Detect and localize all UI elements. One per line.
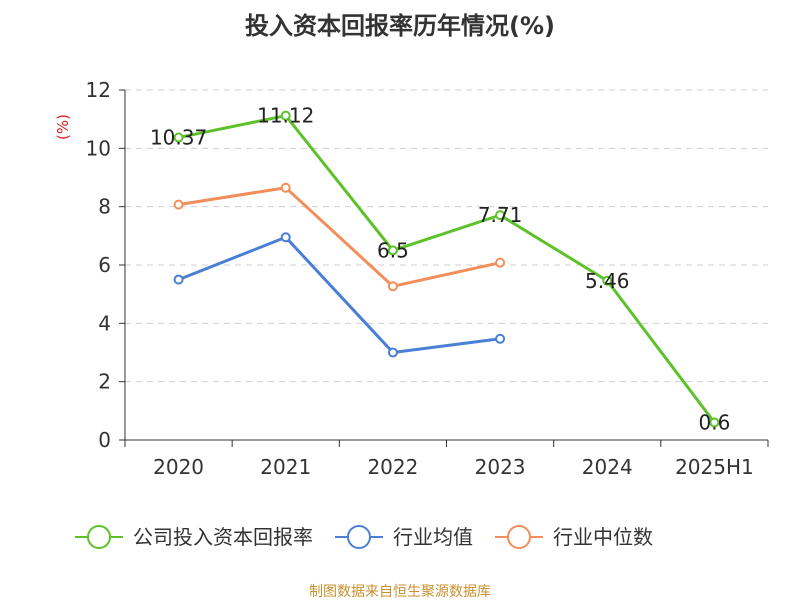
legend-label: 行业中位数 bbox=[553, 525, 653, 549]
x-tick-label: 2025H1 bbox=[675, 455, 754, 479]
data-point bbox=[709, 417, 720, 428]
grid-lines bbox=[125, 89, 768, 383]
series-2 bbox=[173, 182, 506, 292]
y-tick-label: 4 bbox=[98, 311, 111, 335]
series-line bbox=[178, 235, 501, 354]
data-label: 11.12 bbox=[257, 104, 314, 128]
legend: 公司投入资本回报率 行业均值 行业中位数 bbox=[75, 525, 653, 549]
y-tick-label: 10 bbox=[86, 136, 111, 160]
data-point bbox=[495, 257, 506, 268]
data-point bbox=[280, 110, 291, 121]
data-point bbox=[280, 232, 291, 243]
series-1 bbox=[173, 232, 506, 358]
data-point bbox=[387, 347, 398, 358]
series-group bbox=[173, 110, 720, 428]
x-tick-label: 2021 bbox=[260, 455, 311, 479]
y-axis-unit-label: (%) bbox=[54, 114, 72, 140]
data-point bbox=[173, 274, 184, 285]
series-line bbox=[178, 114, 716, 424]
data-label: 5.46 bbox=[585, 269, 630, 293]
legend-label: 行业均值 bbox=[393, 525, 473, 549]
legend-marker-icon bbox=[347, 525, 371, 549]
series-0 bbox=[173, 110, 720, 428]
data-label: 10.37 bbox=[150, 126, 207, 150]
data-point bbox=[173, 199, 184, 210]
legend-label: 公司投入资本回报率 bbox=[133, 525, 313, 549]
source-note: 制图数据来自恒生聚源数据库 bbox=[309, 584, 491, 600]
y-tick-label: 12 bbox=[86, 78, 111, 102]
data-label: 6.5 bbox=[377, 238, 409, 262]
y-tick-label: 6 bbox=[98, 253, 111, 277]
data-point bbox=[602, 275, 613, 286]
data-point bbox=[280, 182, 291, 193]
y-tick-label: 8 bbox=[98, 195, 111, 219]
legend-marker-icon bbox=[507, 525, 531, 549]
y-tick-label: 2 bbox=[98, 370, 111, 394]
legend-marker-icon bbox=[87, 525, 111, 549]
legend-item-0[interactable]: 公司投入资本回报率 bbox=[75, 525, 313, 549]
data-label: 7.71 bbox=[478, 203, 523, 227]
axes: 0 2 4 6 8 10 12 2020 2021 2022 2023 2024 2025H1 bbox=[86, 78, 769, 479]
data-label: 0.6 bbox=[699, 411, 731, 435]
legend-item-1[interactable]: 行业均值 bbox=[335, 525, 473, 549]
series-line bbox=[178, 186, 501, 288]
x-tick-label: 2024 bbox=[582, 455, 633, 479]
y-tick-label: 0 bbox=[98, 428, 111, 452]
x-tick-label: 2022 bbox=[367, 455, 418, 479]
data-point bbox=[173, 132, 184, 143]
data-point bbox=[387, 281, 398, 292]
chart-title: 投入资本回报率历年情况(%) bbox=[245, 12, 555, 40]
data-point bbox=[387, 245, 398, 256]
legend-item-2[interactable]: 行业中位数 bbox=[495, 525, 653, 549]
x-tick-label: 2020 bbox=[153, 455, 204, 479]
x-tick-label: 2023 bbox=[475, 455, 526, 479]
data-point bbox=[495, 333, 506, 344]
data-point bbox=[495, 210, 506, 221]
data-labels: 10.37 11.12 6.5 7.71 5.46 0.6 bbox=[150, 104, 730, 435]
